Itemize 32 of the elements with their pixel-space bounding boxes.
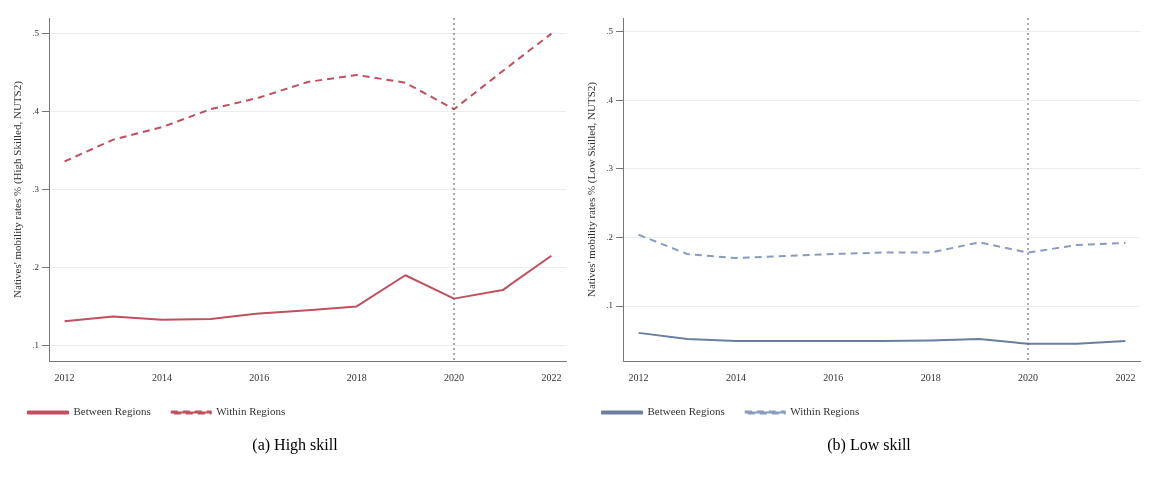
y-tick-label: .5 <box>606 26 614 37</box>
y-axis-title: Natives' mobility rates % (High Skilled, NUTS2) <box>11 80 25 298</box>
y-tick-label: .3 <box>32 183 40 194</box>
legend-label: Between Regions <box>647 405 725 418</box>
text: (b) Low skill <box>826 436 912 454</box>
x-tick-label: 2020 <box>444 371 465 383</box>
line-series <box>63 32 553 163</box>
text: (a) High skill <box>251 436 339 454</box>
x-tick-label: 2012 <box>628 371 649 383</box>
y-tick-label: .1 <box>606 300 613 311</box>
x-tick-label: 2022 <box>541 371 562 383</box>
x-tick-label: 2020 <box>1018 371 1039 383</box>
x-tick-label: 2016 <box>249 371 270 383</box>
y-tick-label: .2 <box>606 231 613 242</box>
y-axis-title: Natives' mobility rates % (Low Skilled, NUTS2) <box>585 81 599 297</box>
x-tick-label: 2014 <box>151 371 172 383</box>
y-tick-label: .2 <box>32 261 39 272</box>
x-tick-label: 2016 <box>823 371 844 383</box>
legend-label: Within Regions <box>790 405 860 418</box>
legend-label: Within Regions <box>216 405 286 418</box>
y-tick-label: .4 <box>606 94 614 105</box>
y-tick-label: .5 <box>32 27 40 38</box>
y-tick-label: .3 <box>606 163 614 174</box>
x-tick-label: 2022 <box>1115 371 1136 383</box>
x-tick-label: 2014 <box>725 371 746 383</box>
x-tick-label: 2018 <box>920 371 941 383</box>
x-tick-label: 2012 <box>54 371 75 383</box>
y-tick-label: .1 <box>32 339 39 350</box>
legend-label: Between Regions <box>73 405 151 418</box>
x-tick-label: 2018 <box>346 371 367 383</box>
line-series <box>637 233 1127 260</box>
y-tick-label: .4 <box>32 105 40 116</box>
